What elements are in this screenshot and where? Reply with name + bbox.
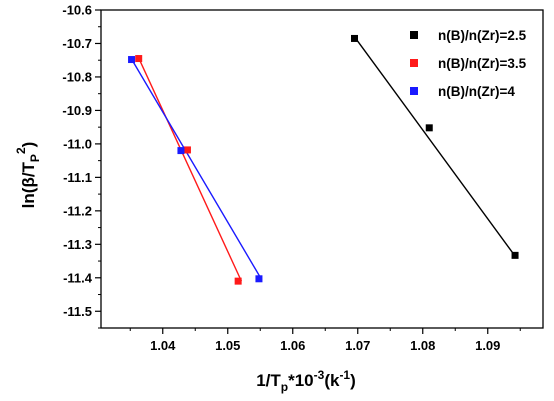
- legend-marker: [410, 87, 418, 95]
- data-point: [177, 147, 185, 155]
- legend-label: n(B)/n(Zr)=2.5: [438, 28, 527, 43]
- x-tick-label: 1.05: [215, 338, 240, 353]
- x-tick-label: 1.07: [345, 338, 370, 353]
- fit-line: [136, 54, 243, 282]
- legend-marker: [410, 59, 418, 67]
- plot-frame: [100, 9, 544, 329]
- legend-label: n(B)/n(Zr)=3.5: [438, 56, 527, 71]
- y-tick-label: -10.6: [62, 3, 92, 18]
- data-point: [128, 56, 136, 64]
- legend-label: n(B)/n(Zr)=4: [438, 84, 515, 99]
- y-tick-label: -10.7: [62, 36, 92, 51]
- fit-line: [353, 36, 516, 257]
- y-tick-label: -11.0: [63, 136, 92, 151]
- data-point: [255, 275, 263, 283]
- y-tick-label: -11.4: [63, 270, 93, 285]
- x-tick-label: 1.06: [280, 338, 305, 353]
- y-tick-label: -11.1: [63, 170, 92, 185]
- y-tick-label: -10.8: [62, 69, 92, 84]
- data-points: [128, 34, 519, 285]
- y-tick-label: -11.3: [63, 237, 92, 252]
- legend: n(B)/n(Zr)=2.5 n(B)/n(Zr)=3.5 n(B)/n(Zr)=4: [410, 28, 527, 99]
- y-tick-label: -11.5: [63, 304, 92, 319]
- data-point: [425, 124, 433, 132]
- x-tick-label: 1.04: [150, 338, 176, 353]
- fit-line: [129, 56, 263, 280]
- y-tick-label: -10.9: [62, 103, 92, 118]
- data-point: [351, 34, 358, 42]
- axes: [100, 9, 544, 329]
- x-axis-ticks: 1.04 1.05 1.06 1.07 1.08 1.09: [129, 328, 521, 353]
- x-tick-label: 1.08: [410, 338, 435, 353]
- data-point: [234, 277, 242, 285]
- fit-lines: [129, 36, 516, 282]
- y-tick-label: -11.2: [63, 203, 92, 218]
- data-point: [135, 55, 143, 63]
- x-tick-label: 1.09: [475, 338, 500, 353]
- legend-marker: [410, 31, 418, 39]
- y-axis-title: ln(β/TP2): [14, 142, 42, 209]
- data-point: [183, 146, 191, 154]
- y-axis-ticks: -10.6 -10.7 -10.8 -10.9 -11.0 -11.1 -11.2 -11.3…: [62, 3, 101, 329]
- data-point: [511, 251, 519, 259]
- x-axis-title: 1/Tp*10-3(k-1): [256, 368, 356, 394]
